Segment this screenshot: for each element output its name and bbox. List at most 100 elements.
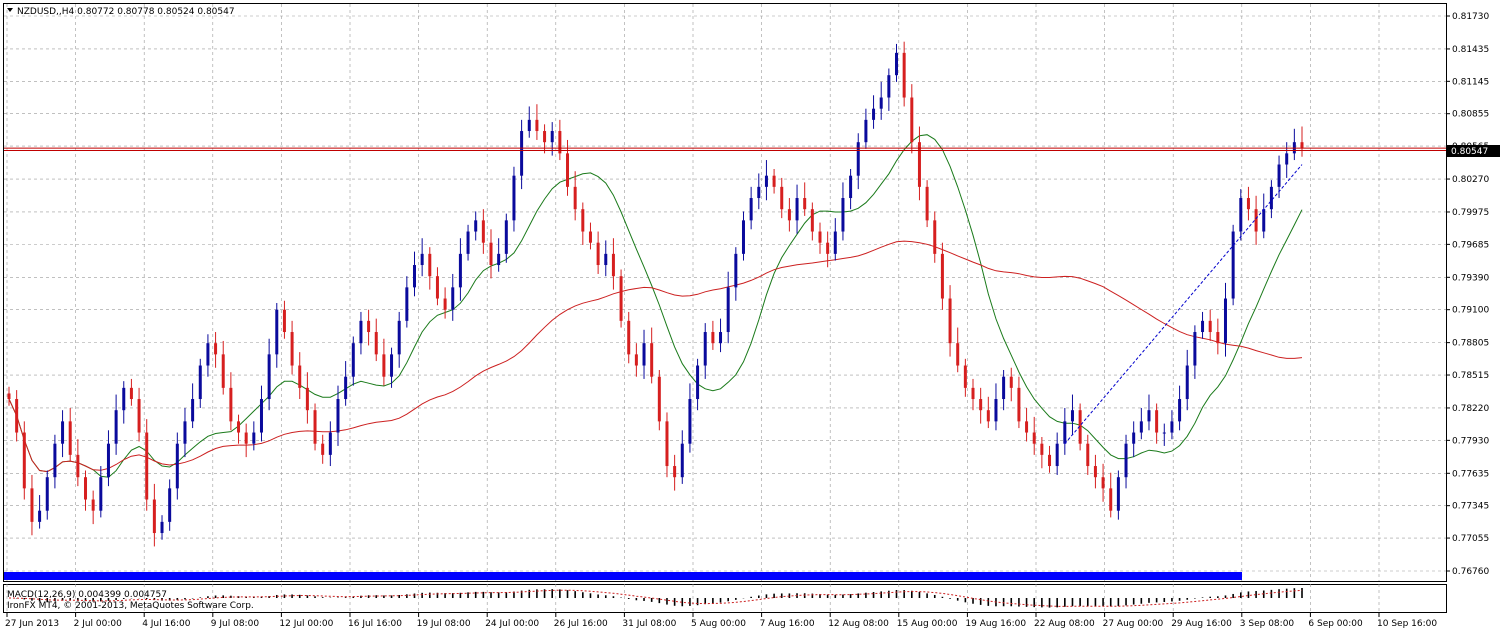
chart-menu-arrow-icon[interactable] [7,8,13,12]
x-tick-label: 19 Jul 08:00 [417,619,471,629]
candle-body [160,521,164,534]
x-tick-label: 9 Jul 08:00 [211,619,260,629]
candle-body [420,253,424,266]
candle-body [734,253,738,288]
candle-body [374,332,378,355]
candle-body [405,287,409,321]
y-tick-label: 0.79685 [1452,240,1489,250]
candle-body [1139,421,1143,433]
candle-body [351,343,355,377]
candle-body [1269,186,1273,210]
candle-body [1254,209,1258,232]
candle-body [397,320,401,355]
blue-band-bar [4,572,1242,580]
candle-body [956,343,960,366]
candle-body [1078,410,1082,444]
candle-body [328,432,332,455]
candle-body [1025,421,1029,433]
candle-body [757,186,761,199]
fast-moving-average-line [8,134,1303,478]
candle-body [543,131,547,143]
x-tick-label: 6 Sep 00:00 [1308,619,1363,629]
x-tick-label: 31 Jul 08:00 [622,619,676,629]
main-chart-frame [3,3,1447,582]
candle-body [45,477,49,511]
y-tick-label: 0.78220 [1452,404,1489,414]
x-tick-label: 19 Aug 16:00 [965,619,1026,629]
candle-body [940,253,944,299]
candle-body [550,131,554,143]
candle-body [948,298,952,344]
time-axis: 27 Jun 2013 2 Jul 00:00 4 Jul 16:00 9 Jul 0… [5,613,1437,629]
candle-body [336,399,340,433]
moving-averages [8,134,1303,478]
x-tick-label: 12 Jul 00:00 [279,619,333,629]
candle-body [214,343,218,355]
candle-body [206,343,210,366]
candle-body [665,421,669,467]
candle-body [145,432,149,500]
candle-body [298,365,302,388]
candle-body [1132,432,1136,444]
candle-body [1162,432,1166,434]
y-tick-label: 0.76760 [1452,567,1489,577]
candle-body [1201,320,1205,333]
candle-body [367,320,371,333]
candle-body [566,153,570,187]
candle-body [650,343,654,377]
grid-lines [4,4,1446,612]
candle-body [1277,164,1281,187]
candle-body [489,242,493,266]
candle-body [221,354,225,388]
x-tick-label: 7 Aug 16:00 [760,619,815,629]
candle-body [244,432,248,444]
candle-body [1223,298,1227,344]
candle-body [1147,410,1151,422]
candle-body [443,298,447,310]
candle-body [764,175,768,187]
x-tick-label: 27 Jun 2013 [5,619,59,629]
x-tick-label: 24 Jul 00:00 [485,619,539,629]
candle-body [382,354,386,377]
x-tick-label: 26 Jul 16:00 [554,619,608,629]
candle-body [1124,443,1128,478]
candle-body [481,220,485,243]
candle-body [435,276,439,299]
candle-body [611,253,615,277]
candle-body [1032,432,1036,444]
candle-body [99,477,103,511]
y-tick-label: 0.81435 [1452,45,1489,55]
candle-body [719,332,723,344]
macd-histogram [8,588,1303,608]
y-tick-label: 0.77635 [1452,469,1489,479]
candle-body [412,265,416,288]
candle-body [986,410,990,422]
candle-body [1055,443,1059,467]
candle-body [305,387,309,411]
candle-body [313,410,317,444]
candle-body [826,242,830,254]
candle-body [1239,198,1243,232]
candle-body [466,231,470,254]
candle-body [573,186,577,210]
x-tick-label: 4 Jul 16:00 [142,619,191,629]
candle-body [344,376,348,400]
y-tick-label: 0.78805 [1452,339,1489,349]
candle-body [1109,488,1113,511]
candle-body [887,75,891,98]
candle-body [688,399,692,444]
candle-body [512,175,516,221]
candle-body [780,186,784,210]
candle-body [856,142,860,176]
candle-body [1246,198,1250,210]
candle-body [282,309,286,333]
candle-body [1285,153,1289,165]
candle-body [558,131,562,154]
candle-body [1170,421,1174,433]
candle-body [359,320,363,344]
candle-body [321,443,325,455]
candle-body [902,52,906,98]
candle-body [15,399,19,433]
candle-body [772,175,776,187]
